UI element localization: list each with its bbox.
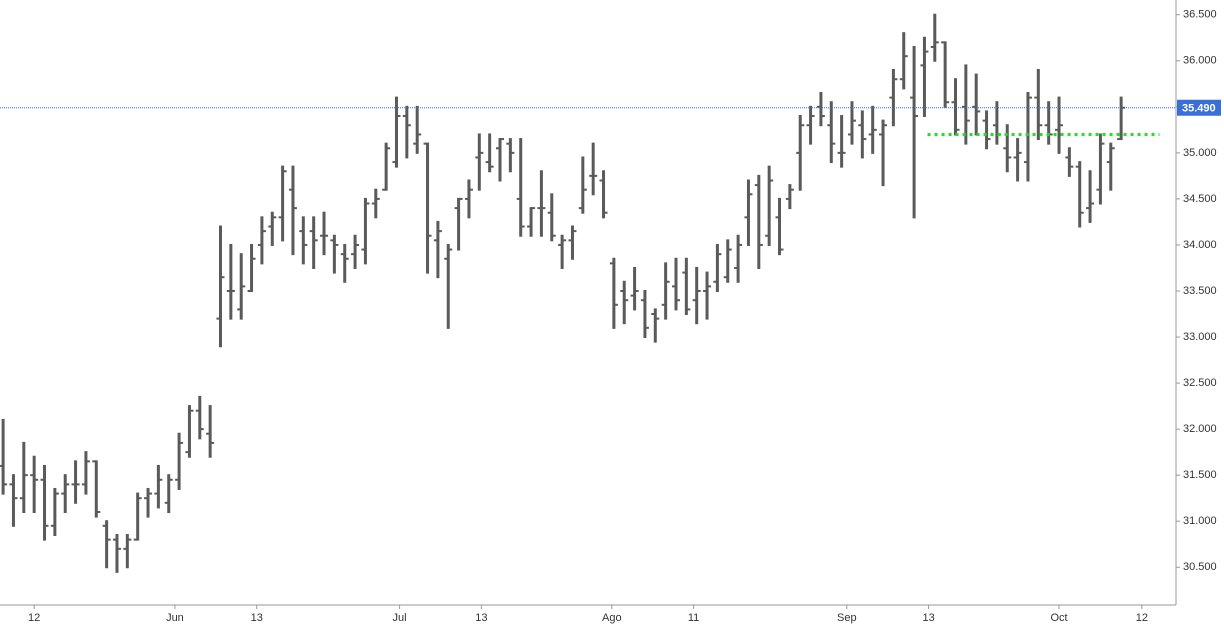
y-tick-label: 32.000 xyxy=(1183,423,1217,435)
x-tick-label: Ago xyxy=(602,612,622,624)
y-tick-label: 33.500 xyxy=(1183,285,1217,297)
x-tick-label: 12 xyxy=(28,612,40,624)
x-tick-label: Jun xyxy=(166,612,184,624)
x-tick-label: 13 xyxy=(922,612,934,624)
y-tick-label: 36.500 xyxy=(1183,9,1217,21)
x-tick-label: Jul xyxy=(393,612,407,624)
last-price-label: 35.490 xyxy=(1182,103,1216,115)
x-tick-label: Oct xyxy=(1050,612,1067,624)
x-tick-label: 13 xyxy=(475,612,487,624)
y-tick-label: 31.000 xyxy=(1183,515,1217,527)
y-tick-label: 34.000 xyxy=(1183,239,1217,251)
x-tick-label: 12 xyxy=(1136,612,1148,624)
y-tick-label: 31.500 xyxy=(1183,469,1217,481)
x-tick-label: Sep xyxy=(837,612,857,624)
y-tick-label: 34.500 xyxy=(1183,193,1217,205)
last-price-badge xyxy=(1177,99,1221,116)
y-tick-label: 30.500 xyxy=(1183,561,1217,573)
y-tick-label: 36.000 xyxy=(1183,55,1217,67)
x-tick-label: 11 xyxy=(688,612,699,624)
x-tick-label: 13 xyxy=(251,612,263,624)
y-tick-label: 35.000 xyxy=(1183,147,1217,159)
y-tick-label: 32.500 xyxy=(1183,377,1217,389)
y-tick-label: 33.000 xyxy=(1183,331,1217,343)
